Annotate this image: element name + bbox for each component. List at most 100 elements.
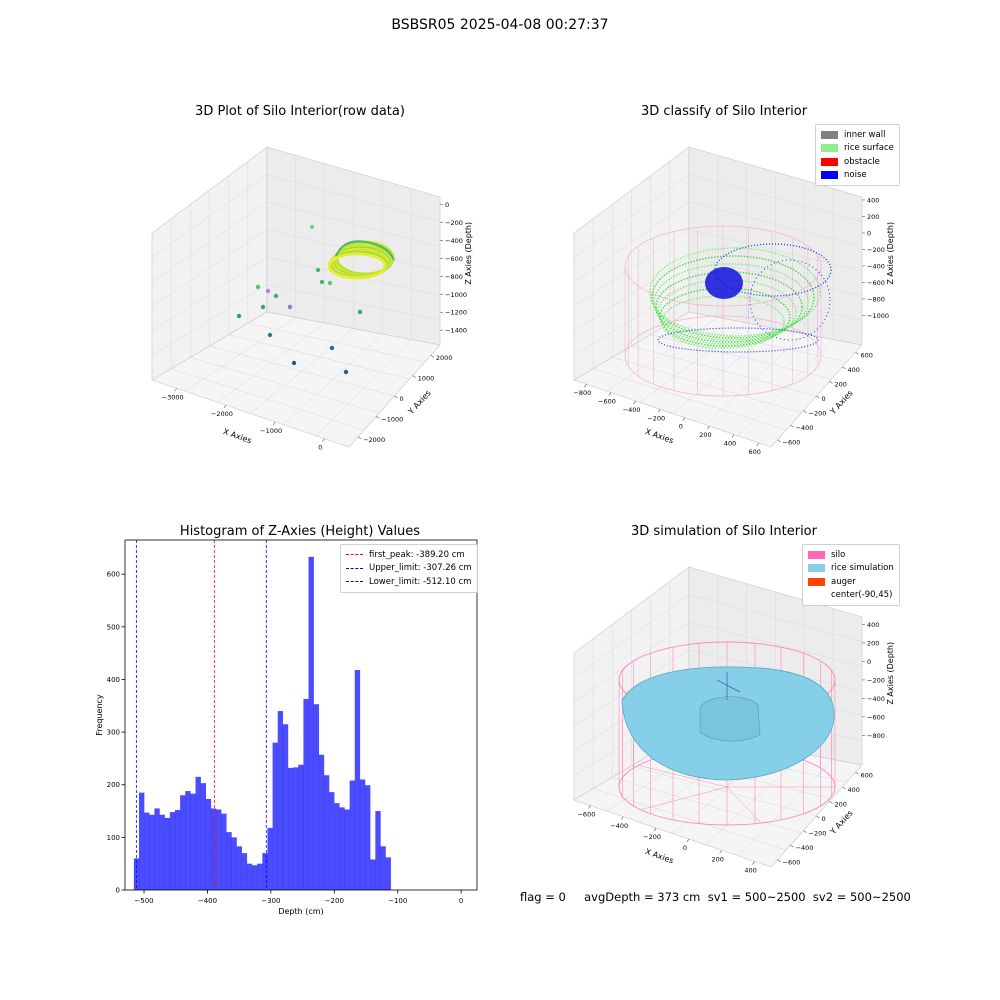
legend-item-rice-surface: rice surface bbox=[821, 142, 894, 156]
y-tick-label: 400 bbox=[848, 366, 860, 374]
z-tick-label: −200 bbox=[867, 246, 885, 254]
x-tick-mark bbox=[653, 827, 657, 832]
y-tick-mark bbox=[816, 815, 820, 819]
x-tick-mark bbox=[657, 409, 661, 413]
classify-panel-title: 3D classify of Silo Interior bbox=[640, 104, 808, 119]
raw-data-point bbox=[287, 304, 293, 310]
histogram-bar bbox=[308, 556, 314, 890]
histogram-bar bbox=[262, 853, 268, 890]
x-tick-mark bbox=[608, 392, 612, 396]
legend-item-center: center(-90,45) bbox=[808, 589, 894, 603]
z-tick-label: −200 bbox=[867, 676, 885, 684]
z-tick-label: −200 bbox=[445, 219, 463, 227]
y-axis-label: Y Axies bbox=[828, 389, 855, 417]
noise-cluster bbox=[705, 267, 743, 299]
y-tick-label: 400 bbox=[848, 786, 860, 794]
histogram-bar bbox=[195, 776, 201, 890]
histogram-bar bbox=[221, 813, 227, 890]
legend-label: center(-90,45) bbox=[831, 590, 893, 601]
x-tick-mark bbox=[707, 425, 710, 430]
y-tick-mark bbox=[777, 439, 781, 442]
x-tick-label: −600 bbox=[577, 811, 595, 819]
z-tick-label: −600 bbox=[867, 279, 885, 287]
y-tick-label: −600 bbox=[783, 439, 801, 447]
legend-item-rice-simulation: rice simulation bbox=[808, 562, 894, 576]
histogram-bar bbox=[231, 837, 237, 890]
y-tick-label: 200 bbox=[835, 800, 847, 808]
z-axis-label: Z Axies (Depth) bbox=[886, 642, 895, 705]
x-tick-label: −3000 bbox=[162, 393, 184, 401]
raw-data-point bbox=[265, 288, 271, 294]
legend-swatch bbox=[808, 550, 825, 559]
histogram-bar bbox=[375, 811, 381, 890]
legend-item-obstacle: obstacle bbox=[821, 155, 894, 169]
simulation-3d-plot: −600−400−2000200400−600−400−200020040060… bbox=[573, 566, 895, 874]
raw-data-point bbox=[267, 332, 273, 338]
rice-surface-ring bbox=[651, 255, 815, 339]
z-tick-label: −1000 bbox=[445, 291, 467, 299]
legend-label: noise bbox=[844, 170, 867, 181]
wireframe-strut bbox=[726, 786, 762, 824]
y-tick-label: −200 bbox=[809, 830, 827, 838]
z-tick-label: 0 bbox=[445, 201, 449, 209]
histogram-bar bbox=[210, 808, 217, 890]
histogram-bar bbox=[272, 742, 278, 890]
y-axis-label: Y Axies bbox=[406, 389, 433, 417]
rice-surface-ring bbox=[657, 279, 797, 345]
z-tick-label: 200 bbox=[867, 639, 879, 647]
y-tick-mark bbox=[816, 395, 820, 399]
x-tick-mark bbox=[731, 434, 735, 438]
z-tick-label: 400 bbox=[867, 621, 879, 629]
x-tick-mark bbox=[584, 384, 587, 388]
noise-ring bbox=[714, 243, 832, 297]
x-tick-label: −2000 bbox=[211, 410, 233, 418]
histogram-bar bbox=[164, 817, 171, 890]
rice-surface-ring bbox=[653, 263, 809, 341]
y-tick-label: −2000 bbox=[363, 436, 385, 444]
histogram-bar bbox=[370, 859, 376, 890]
y-tick-label: 2000 bbox=[436, 354, 453, 362]
y-tick-label: 200 bbox=[107, 781, 120, 789]
histogram-bar bbox=[257, 863, 263, 890]
y-tick-label: 100 bbox=[107, 834, 120, 842]
y-tick-mark bbox=[790, 844, 794, 848]
x-tick-label: 400 bbox=[744, 866, 756, 874]
histogram-bar bbox=[277, 711, 284, 890]
z-tick-label: −800 bbox=[867, 295, 885, 303]
x-tick-label: 0 bbox=[679, 423, 683, 431]
y-tick-mark bbox=[855, 352, 859, 355]
legend-item-first-peak: first_peak: -389.20 cm bbox=[346, 548, 472, 562]
legend-item-inner-wall: inner wall bbox=[821, 128, 894, 142]
x-tick-mark bbox=[756, 442, 759, 446]
z-tick-label: −800 bbox=[867, 732, 885, 740]
x-tick-label: 0 bbox=[459, 897, 463, 905]
y-tick-label: 0 bbox=[116, 887, 120, 895]
raw-data-point bbox=[291, 360, 297, 366]
x-tick-label: −500 bbox=[134, 897, 153, 905]
x-tick-label: −300 bbox=[261, 897, 280, 905]
y-tick-mark bbox=[829, 381, 833, 384]
point-cloud bbox=[327, 240, 395, 280]
legend-label: first_peak: -389.20 cm bbox=[369, 549, 465, 560]
histogram-plot: −500 −400 −300 −200 −100 0 0 100 200 300 400 500 600… bbox=[95, 539, 478, 916]
y-tick-mark bbox=[803, 830, 807, 833]
raw-data-point bbox=[236, 313, 242, 319]
legend-swatch bbox=[808, 591, 825, 599]
histogram-bar bbox=[200, 783, 207, 890]
y-tick-label: −200 bbox=[809, 410, 827, 418]
x-tick-label: −400 bbox=[198, 897, 217, 905]
y-tick-mark bbox=[855, 772, 859, 775]
legend-item-silo: silo bbox=[808, 548, 894, 562]
histogram-bar bbox=[318, 754, 325, 890]
histogram-bar bbox=[185, 791, 191, 890]
histogram-bar bbox=[349, 780, 355, 890]
raw-data-point bbox=[319, 279, 325, 285]
raw-data-point bbox=[255, 284, 261, 290]
raw-data-point bbox=[315, 267, 321, 273]
y-tick-mark bbox=[777, 859, 781, 862]
histogram-bar bbox=[323, 775, 330, 890]
raw-data-3d-plot: −3000 −2000 −1000 0 −2000 −1000 0 1000 2000 0 −200… bbox=[151, 146, 473, 452]
y-tick-label: −400 bbox=[796, 424, 814, 432]
x-axis-label: X Axies bbox=[644, 847, 675, 866]
